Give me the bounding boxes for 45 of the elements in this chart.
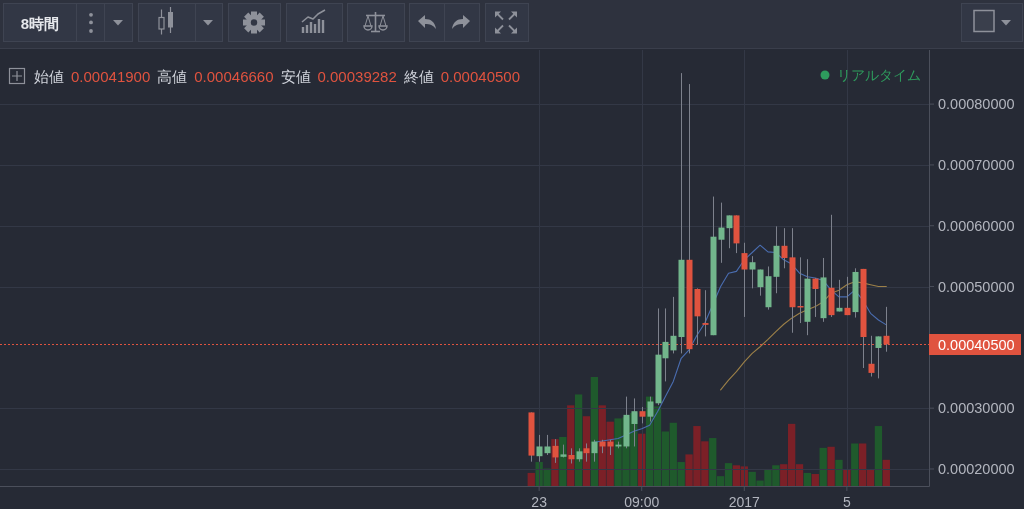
bar xyxy=(874,426,883,486)
candlestick xyxy=(536,434,543,463)
candlestick xyxy=(583,442,590,463)
ref-line-label: 0.00040500 xyxy=(938,336,1015,353)
bar xyxy=(527,472,535,486)
candlestick xyxy=(781,227,788,269)
annotation: リアルタイム xyxy=(837,67,921,83)
candlestick xyxy=(749,255,756,289)
candlestick xyxy=(544,434,551,456)
bar xyxy=(851,443,859,486)
candlestick xyxy=(797,256,804,324)
y-tick-label: 0.00050000 xyxy=(938,278,1015,295)
candlestick xyxy=(591,439,598,463)
y-tick-label: 0.00030000 xyxy=(938,400,1015,417)
bar xyxy=(819,447,827,486)
candlestick xyxy=(844,276,851,316)
y-tick-label: 0.00070000 xyxy=(938,156,1015,173)
bar xyxy=(835,459,843,486)
bar xyxy=(882,459,890,486)
x-tick-label: 09:00 xyxy=(624,494,660,509)
x-tick-label: 5 xyxy=(842,494,851,509)
bar xyxy=(811,474,819,486)
bar xyxy=(803,472,812,486)
candlestick xyxy=(718,202,725,264)
candlestick xyxy=(875,335,882,379)
x-tick-label: 2017 xyxy=(728,494,761,509)
bar xyxy=(559,436,567,486)
bar xyxy=(567,405,575,486)
line-series xyxy=(720,281,887,391)
text: 始値 0.00041900 高値 0.00046660 安値 0.00039282 終値 0.00040500 xyxy=(34,67,520,85)
bar xyxy=(827,446,835,486)
bar xyxy=(843,469,851,486)
text: 8時間 xyxy=(20,14,60,32)
y-tick-label: 0.00060000 xyxy=(938,217,1015,234)
candlestick xyxy=(757,269,764,297)
candlestick xyxy=(726,214,733,249)
candlestick xyxy=(670,296,677,354)
x-tick-label: 23 xyxy=(531,494,548,509)
y-tick-label: 0.00080000 xyxy=(938,96,1015,113)
bar xyxy=(574,394,583,486)
y-tick-label: 0.00020000 xyxy=(938,460,1015,477)
candlestick xyxy=(702,289,709,337)
candlestick xyxy=(647,396,654,423)
candlestick xyxy=(812,277,819,318)
candlestick xyxy=(741,242,748,318)
